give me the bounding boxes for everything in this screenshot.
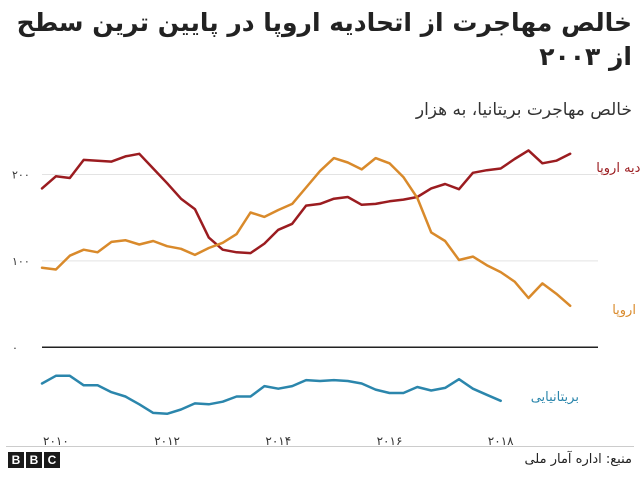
y-tick-labels: ۰ ۱۰۰ ۲۰۰ [12,169,30,355]
series-label-eu: اتحادیه اروپا [612,303,640,318]
logo-letter: B [8,452,24,468]
series-line-non-eu [40,149,572,255]
series-label-non-eu: خارج اتحادیه اروپا [596,161,640,176]
series-line-eu [40,156,572,308]
logo-letter: C [44,452,60,468]
x-tick-label: ۲۰۱۲ [154,434,180,448]
series-line-british [40,374,502,416]
logo-letter: B [26,452,42,468]
footer-divider [6,446,634,447]
x-tick-labels: ۲۰۱۰ ۲۰۱۲ ۲۰۱۴ ۲۰۱۶ ۲۰۱۸ [43,434,514,448]
grid-layer [42,174,598,349]
series-label-british: بریتانیایی [531,390,579,405]
series-labels: خارج اتحادیه اروپا اتحادیه اروپا بریتانیای… [531,161,640,405]
bbc-logo: B B C [8,452,60,468]
x-tick-label: ۲۰۱۶ [377,434,403,448]
chart-subtitle: خالص مهاجرت بریتانیا، به هزار [415,100,632,120]
series-lines [40,149,572,416]
y-tick-label: ۲۰۰ [12,169,30,182]
x-tick-label: ۲۰۱۸ [488,434,514,448]
x-tick-label: ۲۰۱۰ [43,434,69,448]
y-tick-label: ۰ [12,341,18,354]
y-tick-label: ۱۰۰ [12,255,30,268]
x-tick-label: ۲۰۱۴ [265,434,291,448]
source-note: منبع: اداره آمار ملی [524,452,632,467]
chart-title: خالص مهاجرت از اتحادیه اروپا در پایین تر… [16,8,632,71]
